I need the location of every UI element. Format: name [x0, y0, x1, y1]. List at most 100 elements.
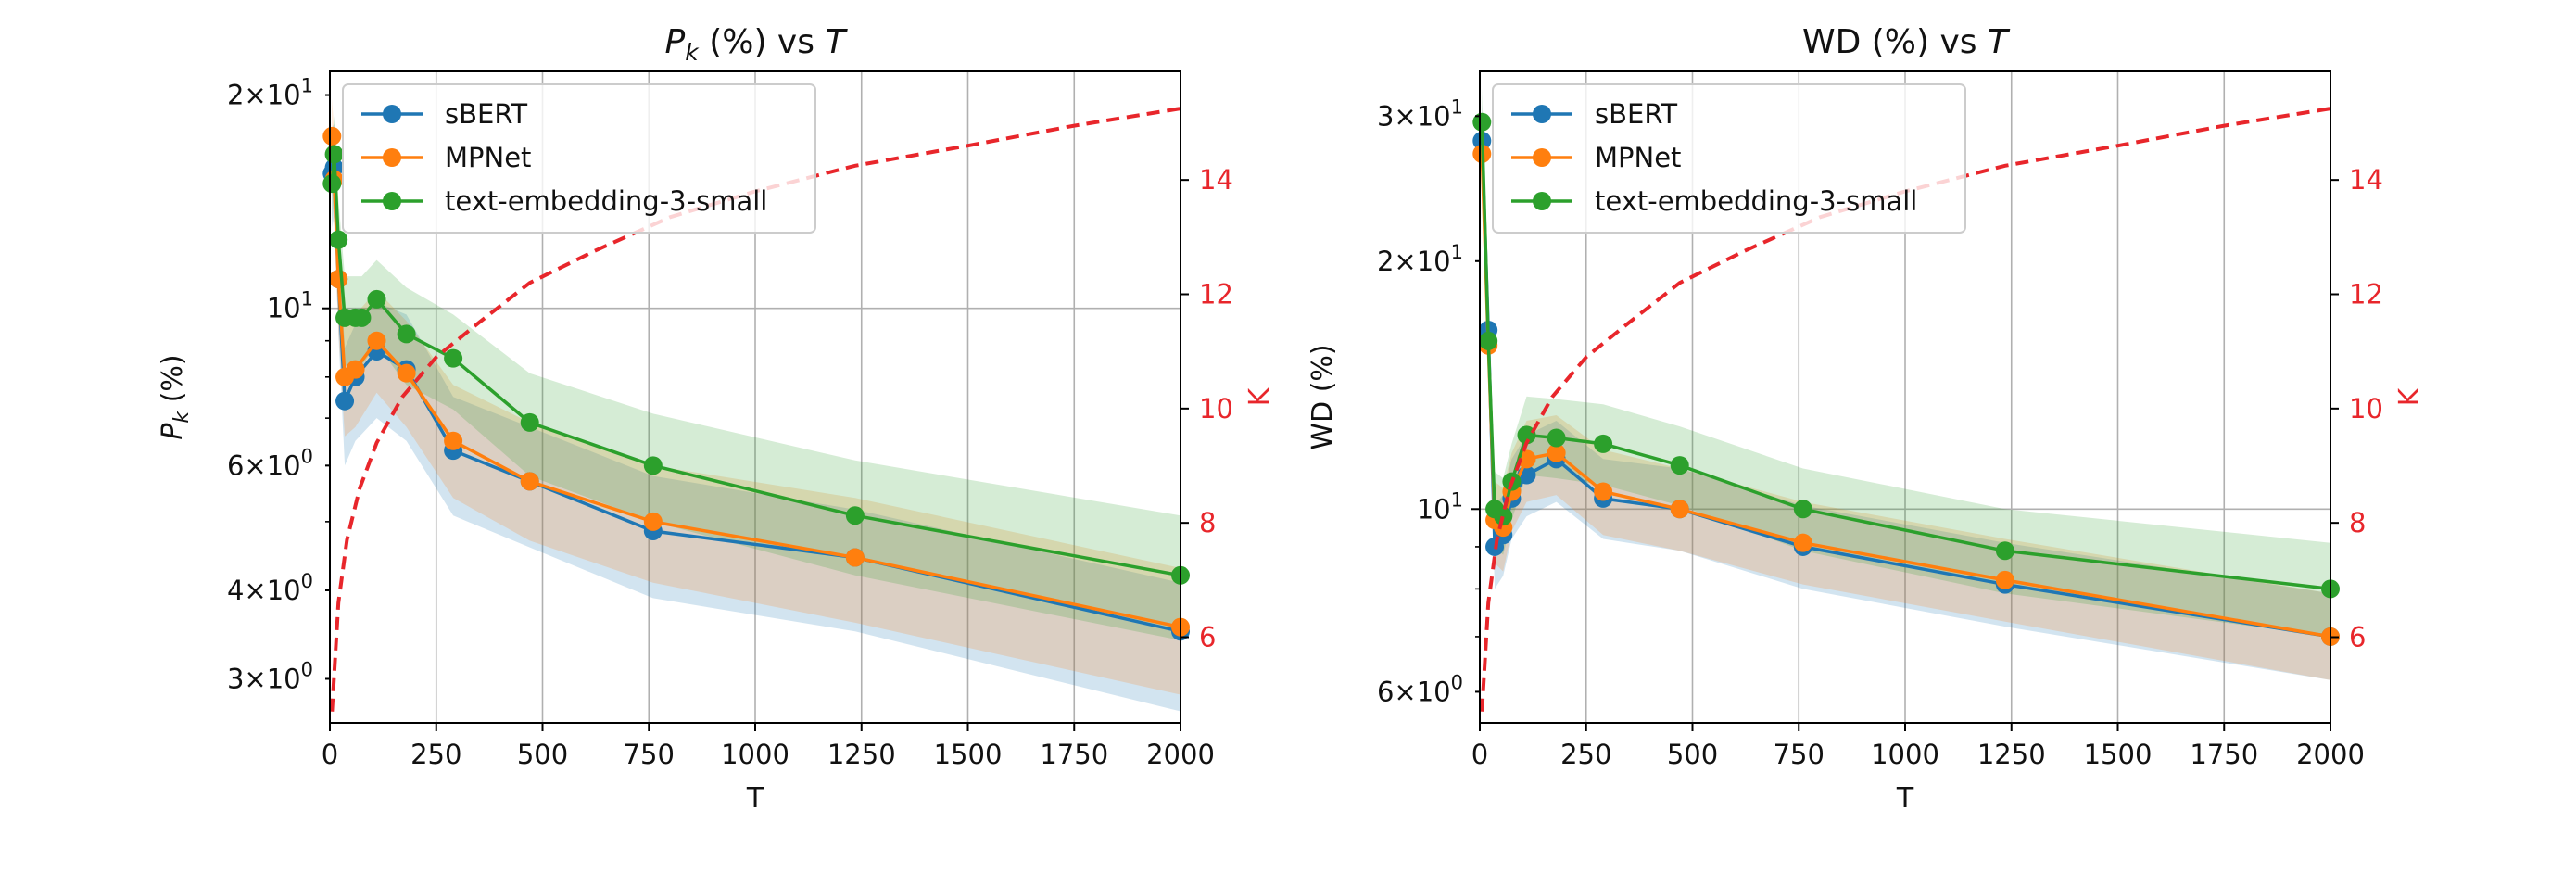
chart1-point-2-1 — [1479, 331, 1498, 350]
chart0-point-2-6 — [367, 289, 386, 309]
chart0-point-2-5 — [352, 308, 372, 327]
chart0-x-tick-label: 2000 — [1146, 739, 1215, 770]
chart0-legend-marker-1 — [383, 148, 401, 167]
chart0-point-1-4 — [346, 360, 365, 379]
chart1-series-line-2 — [1480, 121, 2331, 591]
chart1-k-line — [1480, 107, 2331, 712]
chart0-x-tick-label: 1250 — [827, 739, 896, 770]
chart1-x-tick-label: 2000 — [2296, 739, 2365, 770]
chart1-title-var: T — [1988, 23, 2011, 61]
chart1-y2-tick-label: 6 — [2349, 622, 2366, 653]
chart0-legend-label-1: MPNet — [445, 142, 531, 173]
chart1-legend-label-2: text-embedding-3-small — [1595, 185, 1917, 217]
chart0-point-0-3 — [335, 391, 355, 411]
chart0-x-tick-label: 0 — [322, 739, 338, 770]
chart1-point-2-0 — [1472, 112, 1492, 132]
chart0-y2-tick-label: 10 — [1199, 393, 1233, 424]
chart1-y-tick-label: 3×101 — [1377, 95, 1463, 132]
chart0-point-1-2 — [329, 270, 348, 289]
chart0-y-label-main: P — [157, 423, 189, 440]
chart0-point-1-7 — [444, 431, 463, 450]
chart1-x-tick-label: 1000 — [1871, 739, 1939, 770]
chart0-point-1-5 — [367, 331, 386, 350]
chart0-point-2-1 — [324, 145, 344, 164]
chart1-y-tick-base: 6×10 — [1377, 676, 1451, 707]
chart1-x-tick-label: 250 — [1560, 739, 1611, 770]
chart0-x-tick-label: 1500 — [934, 739, 1003, 770]
chart1-x-tick-label: 1750 — [2190, 739, 2258, 770]
chart0-y-tick-base: 3×10 — [227, 663, 301, 694]
chart0-point-1-0 — [322, 126, 342, 146]
chart1-point-1-8 — [1670, 500, 1689, 519]
chart1-point-1-9 — [1793, 533, 1812, 552]
chart1-legend-marker-0 — [1533, 105, 1551, 123]
chart0-x-tick-label: 750 — [624, 739, 675, 770]
chart1-point-2-3 — [1494, 507, 1513, 526]
chart1-x-tick-label: 0 — [1471, 739, 1488, 770]
chart1-legend-frame — [1492, 83, 1966, 234]
chart0-band-2 — [332, 115, 1181, 640]
chart0-y-tick-label: 6×100 — [227, 445, 313, 481]
chart0-y-tick-label: 4×100 — [227, 570, 313, 606]
chart0-y2-tick-label: 8 — [1199, 507, 1216, 538]
chart0-y-tick-base: 4×10 — [227, 575, 301, 606]
chart0-legend-label-2: text-embedding-3-small — [445, 185, 767, 217]
chart1-y2-tick-label: 14 — [2349, 164, 2383, 196]
chart1-y2-tick-label: 10 — [2349, 393, 2383, 424]
chart0-x-axis-label: T — [746, 782, 764, 815]
chart0-y-axis-label: Pk (%) — [157, 354, 194, 439]
chart0-x-tick-label: 500 — [517, 739, 568, 770]
chart0-point-2-8 — [444, 348, 463, 368]
chart0-legend: sBERT MPNet text-embedding-3-small — [342, 83, 816, 234]
chart0-band-1 — [332, 97, 1181, 695]
chart0-x-tick-label: 1750 — [1040, 739, 1108, 770]
chart0-title-sub: k — [685, 39, 700, 66]
chart1-band-0 — [1482, 104, 2330, 680]
chart1-y-tick-label: 6×100 — [1377, 671, 1463, 707]
chart-panel-pk: 0 250 500 750 1000 1250 1500 1750 20001013×1004×… — [157, 23, 1276, 815]
chart0-legend-marker-0 — [383, 105, 401, 123]
chart1-title: WD (%) vs T — [1802, 23, 2011, 61]
chart1-point-2-9 — [1793, 500, 1812, 519]
chart1-y-label-main: WD (%) — [1307, 344, 1339, 449]
chart0-series-line-1 — [330, 135, 1181, 629]
chart0-point-1-10 — [845, 548, 865, 567]
chart0-y-tick-base: 2×10 — [227, 80, 301, 111]
chart0-point-2-0 — [322, 174, 342, 194]
chart1-y-tick-label: 101 — [1417, 488, 1463, 525]
chart0-y-tick-label: 3×100 — [227, 658, 313, 694]
chart1-x-tick-label: 1500 — [2084, 739, 2153, 770]
chart0-point-2-7 — [397, 324, 416, 344]
chart0-point-2-10 — [643, 456, 663, 475]
chart1-point-2-6 — [1547, 428, 1566, 448]
chart1-point-2-8 — [1670, 456, 1689, 475]
chart1-y-tick-exp: 0 — [1451, 671, 1463, 693]
chart0-k-line — [330, 107, 1181, 712]
chart1-legend-marker-2 — [1533, 192, 1551, 210]
chart1-legend-label-0: sBERT — [1595, 98, 1677, 130]
chart1-y2-tick-label: 12 — [2349, 279, 2383, 310]
chart0-title-var: T — [825, 23, 848, 61]
chart1-y-tick-exp: 1 — [1451, 95, 1463, 118]
chart0-y2-tick-label: 14 — [1199, 164, 1233, 196]
chart1-x-axis-label: T — [1896, 782, 1914, 815]
chart0-y-tick-exp: 0 — [301, 570, 313, 592]
chart0-point-1-8 — [520, 472, 539, 491]
chart1-point-1-10 — [1995, 570, 2014, 589]
chart1-y-tick-exp: 1 — [1451, 241, 1463, 263]
chart0-y-label-sub: k — [170, 411, 194, 424]
chart0-legend-label-0: sBERT — [445, 98, 527, 130]
chart1-y2-tick-label: 8 — [2349, 507, 2366, 538]
chart0-y2-tick-label: 6 — [1199, 622, 1216, 653]
chart1-x-tick-label: 750 — [1774, 739, 1825, 770]
chart1-point-1-6 — [1547, 443, 1566, 462]
chart0-y-tick-exp: 0 — [301, 445, 313, 467]
chart-panel-wd: 0 250 500 750 1000 1250 1500 1750 20001016×1002×… — [1307, 23, 2426, 815]
chart0-point-1-9 — [643, 512, 663, 531]
chart1-band-1 — [1482, 116, 2330, 680]
chart0-y2-tick-label: 12 — [1199, 279, 1233, 310]
chart1-y-tick-base: 10 — [1417, 493, 1451, 525]
chart0-x-tick-label: 1000 — [721, 739, 789, 770]
chart0-y2-axis-label: K — [1244, 386, 1276, 406]
